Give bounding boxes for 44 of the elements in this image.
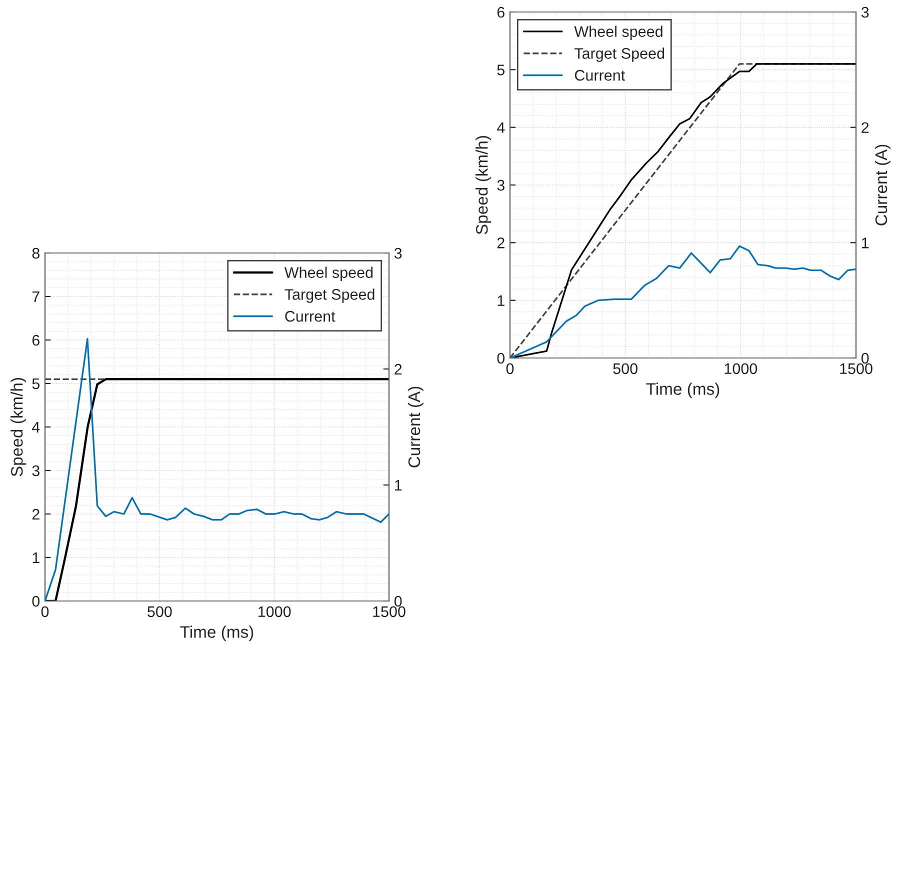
y2-axis-title: Current (A) xyxy=(408,386,424,468)
y-tick-label: 2 xyxy=(497,238,504,248)
y-tick-label: 4 xyxy=(32,422,40,433)
x-tick-label: 0 xyxy=(41,606,49,618)
y-tick-label: 6 xyxy=(32,334,40,346)
x-tick-label: 1500 xyxy=(840,363,872,374)
x-tick-label: 1000 xyxy=(724,363,758,374)
x-tick-label: 500 xyxy=(613,363,638,374)
y-axis-title: Speed (km/h) xyxy=(476,136,492,234)
y-tick-label: 6 xyxy=(497,6,504,18)
x-tick-label: 500 xyxy=(148,606,172,618)
legend-label: Wheel speed xyxy=(284,266,373,281)
y-tick-label: 1 xyxy=(32,552,40,564)
legend-label: Target Speed xyxy=(284,288,374,303)
y2-tick-label: 0 xyxy=(861,352,869,364)
y-tick-label: 1 xyxy=(498,295,504,306)
legend-label: Target Speed xyxy=(574,48,664,62)
x-tick-label: 0 xyxy=(506,363,514,374)
y-tick-label: 5 xyxy=(497,64,504,76)
y2-tick-label: 3 xyxy=(394,248,402,259)
x-axis-title: Time (ms) xyxy=(646,382,720,398)
legend-label: Current xyxy=(285,310,336,322)
y-tick-label: 3 xyxy=(32,465,40,476)
y-axis-title: Speed (km/h) xyxy=(10,378,26,476)
y2-tick-label: 2 xyxy=(394,364,402,375)
x-tick-label: 1000 xyxy=(258,606,291,618)
y2-axis-title: Current (A) xyxy=(874,144,890,226)
y-tick-label: 0 xyxy=(32,596,40,607)
y-tick-label: 7 xyxy=(32,292,40,302)
y-tick-label: 2 xyxy=(32,508,40,520)
x-axis-title: Time (ms) xyxy=(180,626,254,642)
y2-tick-label: 1 xyxy=(862,238,869,248)
legend-label: Wheel speed xyxy=(574,26,662,40)
y2-tick-label: 2 xyxy=(862,122,869,133)
y2-tick-label: 3 xyxy=(861,6,869,18)
y-tick-label: 3 xyxy=(497,180,504,191)
y-tick-label: 4 xyxy=(496,122,505,133)
legend-label: Current xyxy=(574,70,625,81)
y-tick-label: 5 xyxy=(32,378,40,390)
y-tick-label: 8 xyxy=(32,248,40,259)
y2-tick-label: 1 xyxy=(395,480,402,491)
y2-tick-label: 0 xyxy=(394,596,402,607)
x-tick-label: 1500 xyxy=(373,606,406,618)
y-tick-label: 0 xyxy=(497,352,505,364)
